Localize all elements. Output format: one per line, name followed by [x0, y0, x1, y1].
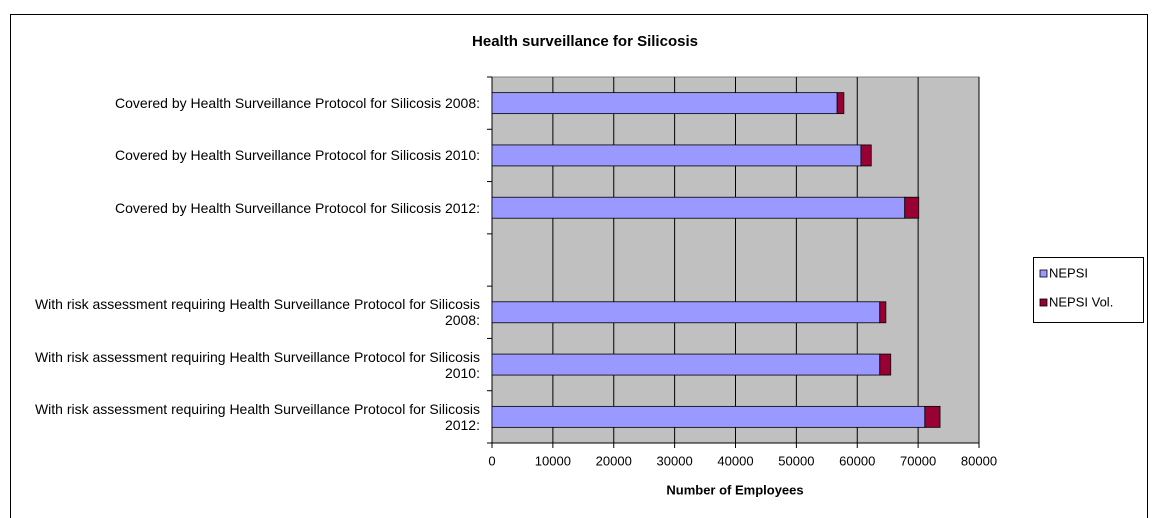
x-tick-label: 40000 — [717, 453, 753, 468]
y-tick-label: Covered by Health Surveillance Protocol … — [115, 147, 480, 164]
category-labels: Covered by Health Surveillance Protocol … — [0, 0, 480, 518]
bar — [924, 405, 941, 428]
x-axis-title: Number of Employees — [666, 482, 803, 497]
x-tick-label: 60000 — [839, 453, 875, 468]
x-tick-label: 10000 — [535, 453, 571, 468]
x-tick-label: 20000 — [596, 453, 632, 468]
bar — [860, 144, 872, 167]
y-tick-label: With risk assessment requiring Health Su… — [34, 348, 480, 381]
legend-label: NEPSI Vol. — [1049, 294, 1113, 309]
bar — [879, 301, 887, 324]
bar — [491, 405, 926, 428]
y-tick-label: Covered by Health Surveillance Protocol … — [115, 199, 480, 216]
bar — [879, 353, 892, 376]
bar — [491, 353, 881, 376]
bar — [904, 196, 920, 219]
x-tick-label: 30000 — [657, 453, 693, 468]
x-tick-label: 70000 — [900, 453, 936, 468]
legend-box — [1033, 257, 1144, 323]
x-tick-label: 0 — [488, 453, 495, 468]
x-tick-label: 80000 — [961, 453, 997, 468]
y-tick-label: With risk assessment requiring Health Su… — [34, 296, 480, 329]
y-tick-label: With risk assessment requiring Health Su… — [34, 400, 480, 433]
x-tick-label: 50000 — [778, 453, 814, 468]
legend-label: NEPSI — [1049, 265, 1088, 280]
bar — [491, 92, 838, 115]
legend-swatch — [1039, 298, 1048, 307]
bar — [836, 92, 845, 115]
legend-swatch — [1039, 269, 1048, 278]
y-tick-label: Covered by Health Surveillance Protocol … — [115, 95, 480, 112]
chart-title: Health surveillance for Silicosis — [472, 33, 698, 50]
bar — [491, 196, 906, 219]
bar — [491, 144, 862, 167]
bar — [491, 301, 881, 324]
